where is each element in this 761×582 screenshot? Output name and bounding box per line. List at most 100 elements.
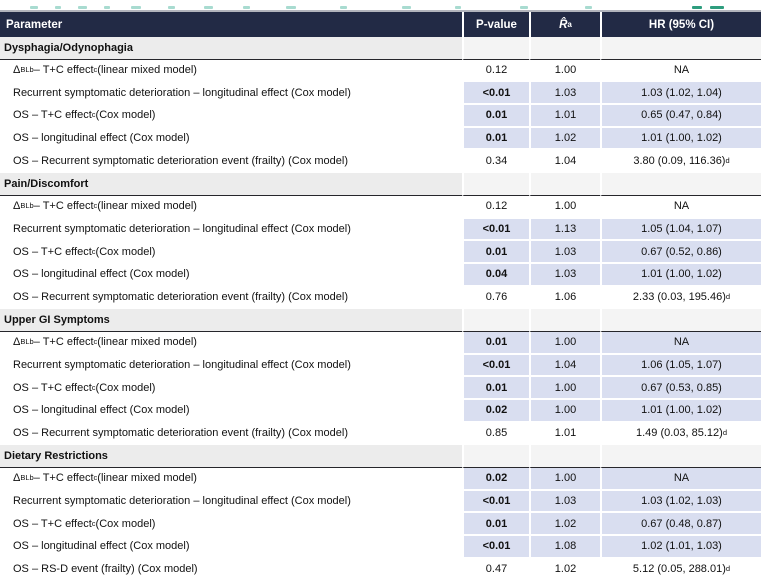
section-empty-cell (462, 37, 529, 60)
r-hat-cell: 1.01 (529, 105, 600, 128)
hr-ci-cell: 1.05 (1.04, 1.07) (600, 218, 761, 242)
r-hat-cell: 1.08 (529, 536, 600, 559)
table-row: Δ BL b – T+C effect c (linear mixed model) 0… (0, 331, 761, 355)
section-empty-cell (600, 173, 761, 196)
table-row: Recurrent symptomatic deterioration – lo… (0, 218, 761, 242)
hr-ci-cell: 1.03 (1.02, 1.04) (600, 82, 761, 106)
param-cell: OS – Recurrent symptomatic deterioration… (0, 150, 462, 174)
section-empty-cell (462, 309, 529, 332)
param-cell: Δ BL b – T+C effect c (linear mixed model) (0, 468, 462, 491)
p-value-cell: 0.04 (462, 263, 529, 287)
r-hat-cell: 1.00 (529, 59, 600, 83)
r-hat-cell: 1.03 (529, 241, 600, 264)
hr-ci-cell: 0.67 (0.48, 0.87) (600, 513, 761, 537)
r-hat-cell: 1.00 (529, 195, 600, 219)
clipped-text-fragment (585, 6, 592, 9)
section-title: Upper GI Symptoms (0, 309, 462, 332)
clipped-title-line (0, 0, 761, 10)
param-cell: Recurrent symptomatic deterioration – lo… (0, 490, 462, 514)
p-value-cell: <0.01 (462, 218, 529, 242)
col-header-rhat-label: R̂ (559, 18, 568, 31)
table-row: OS – longitudinal effect (Cox model) 0.01… (0, 127, 761, 151)
table-row: OS – Recurrent symptomatic deterioration… (0, 286, 761, 310)
col-header-pvalue-label: P-value (476, 18, 517, 31)
p-value-cell: <0.01 (462, 82, 529, 106)
col-header-hr-label: HR (95% CI) (648, 18, 715, 31)
col-header-hr: HR (95% CI) (600, 12, 761, 37)
hr-ci-cell: NA (600, 59, 761, 83)
hr-ci-cell: 5.12 (0.05, 288.01) d (600, 558, 761, 582)
hr-ci-cell: 1.01 (1.00, 1.02) (600, 263, 761, 287)
clipped-text-fragment (402, 6, 411, 9)
hr-ci-cell: 2.33 (0.03, 195.46) d (600, 286, 761, 310)
section-title: Dietary Restrictions (0, 445, 462, 469)
param-cell: OS – T+C effect c (Cox model) (0, 513, 462, 537)
table-row: Recurrent symptomatic deterioration – lo… (0, 82, 761, 106)
section-empty-cell (600, 309, 761, 332)
table-row: OS – Recurrent symptomatic deterioration… (0, 150, 761, 174)
table-row: OS – T+C effect c (Cox model) 0.01 1.00 0.67… (0, 377, 761, 400)
r-hat-cell: 1.02 (529, 127, 600, 151)
param-cell: Recurrent symptomatic deterioration – lo… (0, 218, 462, 242)
clipped-text-fragment (204, 6, 213, 9)
r-hat-cell: 1.03 (529, 490, 600, 514)
section-empty-cell (529, 445, 600, 469)
col-header-pvalue: P-value (462, 12, 529, 37)
r-hat-cell: 1.03 (529, 82, 600, 106)
p-value-cell: 0.02 (462, 400, 529, 423)
col-header-parameter: Parameter (0, 12, 462, 37)
section-empty-cell (462, 445, 529, 469)
r-hat-cell: 1.00 (529, 377, 600, 400)
hr-ci-cell: 1.01 (1.00, 1.02) (600, 127, 761, 151)
p-value-cell: <0.01 (462, 490, 529, 514)
param-cell: Δ BL b – T+C effect c (linear mixed model) (0, 59, 462, 83)
p-value-cell: 0.85 (462, 422, 529, 446)
p-value-cell: 0.01 (462, 241, 529, 264)
hr-ci-cell: 1.49 (0.03, 85.12) d (600, 422, 761, 446)
param-cell: OS – longitudinal effect (Cox model) (0, 536, 462, 559)
hr-ci-cell: 0.67 (0.53, 0.85) (600, 377, 761, 400)
hr-ci-cell: 1.06 (1.05, 1.07) (600, 354, 761, 378)
param-cell: OS – RS-D event (frailty) (Cox model) (0, 558, 462, 582)
section-empty-cell (462, 173, 529, 196)
section-title: Pain/Discomfort (0, 173, 462, 196)
clipped-text-fragment (78, 6, 87, 9)
param-cell: Δ BL b – T+C effect c (linear mixed model) (0, 195, 462, 219)
clipped-text-fragment (104, 6, 110, 9)
table-row: OS – T+C effect c (Cox model) 0.01 1.03 0.67… (0, 241, 761, 264)
clipped-text-fragment (243, 6, 250, 9)
p-value-cell: 0.01 (462, 331, 529, 355)
param-cell: OS – T+C effect c (Cox model) (0, 105, 462, 128)
r-hat-cell: 1.00 (529, 331, 600, 355)
hr-ci-cell: NA (600, 331, 761, 355)
hr-ci-cell: NA (600, 468, 761, 491)
section-header-row: Pain/Discomfort (0, 173, 761, 196)
table-row: OS – T+C effect c (Cox model) 0.01 1.01 0.65… (0, 105, 761, 128)
table-row: Δ BL b – T+C effect c (linear mixed model) 0… (0, 59, 761, 83)
table-row: Recurrent symptomatic deterioration – lo… (0, 354, 761, 378)
hr-ci-cell: 3.80 (0.09, 116.36) d (600, 150, 761, 174)
p-value-cell: 0.01 (462, 127, 529, 151)
hr-ci-cell: 0.65 (0.47, 0.84) (600, 105, 761, 128)
section-empty-cell (529, 37, 600, 60)
section-empty-cell (600, 37, 761, 60)
p-value-cell: 0.76 (462, 286, 529, 310)
clipped-text-fragment (520, 6, 528, 9)
param-cell: Δ BL b – T+C effect c (linear mixed model) (0, 331, 462, 355)
table-row: OS – longitudinal effect (Cox model) <0.0… (0, 536, 761, 559)
table-body: Dysphagia/Odynophagia Δ BL b – T+C effect c … (0, 37, 761, 582)
r-hat-cell: 1.00 (529, 468, 600, 491)
r-hat-cell: 1.04 (529, 354, 600, 378)
hr-ci-cell: NA (600, 195, 761, 219)
param-cell: OS – longitudinal effect (Cox model) (0, 400, 462, 423)
r-hat-cell: 1.00 (529, 400, 600, 423)
divider-line (0, 10, 761, 12)
param-cell: OS – Recurrent symptomatic deterioration… (0, 422, 462, 446)
section-empty-cell (529, 309, 600, 332)
table-row: Recurrent symptomatic deterioration – lo… (0, 490, 761, 514)
hr-ci-cell: 1.01 (1.00, 1.02) (600, 400, 761, 423)
param-cell: OS – T+C effect c (Cox model) (0, 241, 462, 264)
p-value-cell: 0.02 (462, 468, 529, 491)
p-value-cell: 0.12 (462, 59, 529, 83)
